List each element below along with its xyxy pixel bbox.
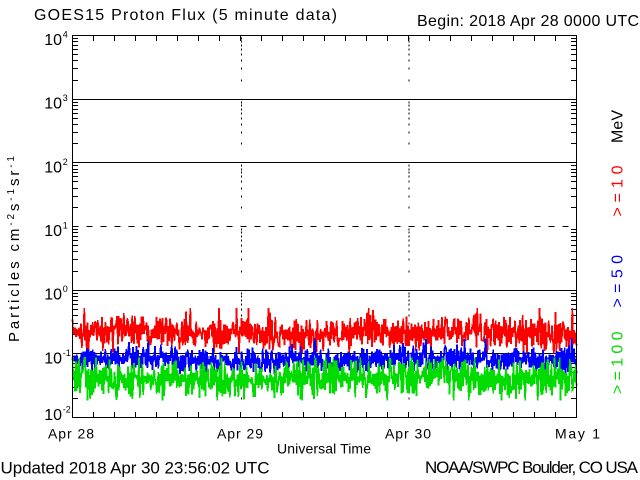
svg-text:Begin: 2018 Apr 28 0000 UTC: Begin: 2018 Apr 28 0000 UTC — [417, 13, 639, 30]
svg-text:Apr 30: Apr 30 — [385, 426, 431, 442]
svg-text:MeV: MeV — [610, 110, 627, 143]
svg-text:10: 10 — [44, 287, 62, 304]
svg-text:1: 1 — [63, 221, 68, 231]
svg-text:Apr 29: Apr 29 — [217, 426, 263, 442]
svg-text:0: 0 — [63, 284, 68, 294]
svg-text:10: 10 — [44, 32, 62, 49]
svg-text:2: 2 — [63, 157, 68, 167]
svg-text:3: 3 — [63, 93, 68, 103]
svg-text:Updated 2018 Apr 30 23:56:02 U: Updated 2018 Apr 30 23:56:02 UTC — [1, 459, 270, 478]
svg-text:-1: -1 — [63, 348, 71, 358]
svg-text:May 1: May 1 — [555, 426, 600, 442]
svg-text:NOAA/SWPC Boulder, CO USA: NOAA/SWPC Boulder, CO USA — [425, 458, 639, 477]
svg-text:GOES15 Proton Flux (5 minute d: GOES15 Proton Flux (5 minute data) — [34, 7, 337, 24]
svg-text:Particles cm-2s-1sr-1: Particles cm-2s-1sr-1 — [6, 156, 23, 342]
svg-text:Apr 28: Apr 28 — [48, 426, 94, 442]
svg-text:10: 10 — [44, 96, 62, 113]
svg-text:10: 10 — [44, 159, 62, 176]
svg-text:10: 10 — [44, 223, 62, 240]
svg-text:4: 4 — [63, 30, 68, 40]
svg-text:-2: -2 — [63, 405, 71, 415]
svg-text:10: 10 — [44, 407, 62, 424]
svg-text:Universal Time: Universal Time — [277, 441, 371, 457]
svg-text:>=100: >=100 — [610, 331, 627, 394]
svg-text:10: 10 — [44, 350, 62, 367]
